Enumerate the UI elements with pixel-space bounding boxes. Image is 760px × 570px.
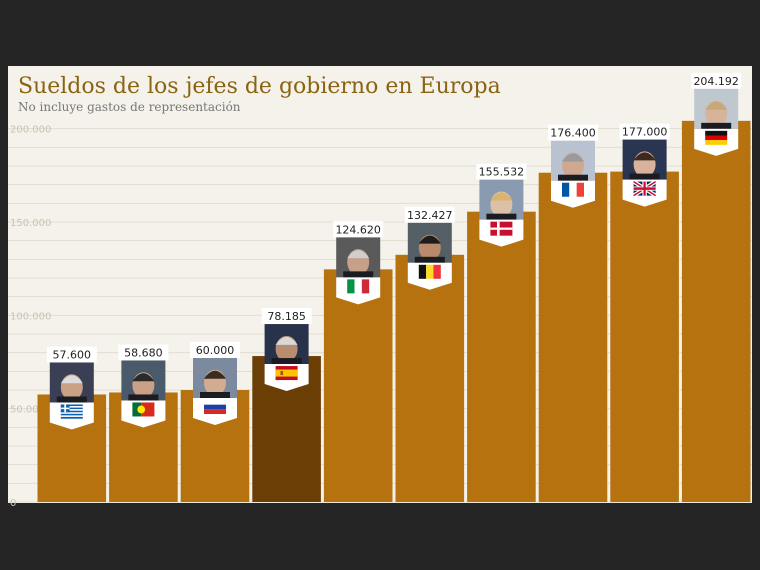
bar (610, 171, 679, 502)
y-axis-ticks: 0 50.000 100.000 150.000 200.000 (10, 125, 51, 509)
value-label-box (691, 72, 742, 89)
chart-subtitle: No incluye gastos de representación (18, 100, 241, 114)
value-label: 124.620 (335, 223, 381, 236)
value-label: 204.192 (693, 75, 739, 88)
value-label-box (619, 123, 670, 140)
portugal-flag-icon (132, 402, 155, 417)
bar (395, 254, 465, 502)
bar-group: 124.620 (323, 221, 393, 502)
germany-flag-icon (705, 130, 728, 145)
chart-title: Sueldos de los jefes de gobierno en Euro… (18, 74, 501, 99)
value-label-box (190, 342, 240, 358)
y-tick-label: 100.000 (10, 311, 51, 322)
italy-flag-icon (347, 279, 370, 294)
belgium-flag-icon (418, 264, 441, 279)
value-label: 57.600 (53, 348, 92, 361)
value-label-box (333, 221, 384, 238)
bar-group: 57.600 (37, 346, 107, 502)
bar (323, 269, 393, 502)
bars-layer: 57.600 58.680 60.000 78.185 124.620 132.427 15… (37, 72, 751, 503)
value-label-box (476, 163, 527, 180)
value-label: 58.680 (124, 346, 163, 359)
uk-flag-icon (632, 179, 657, 198)
bar (681, 120, 751, 502)
bar-group: 60.000 (180, 342, 250, 502)
value-label-box (404, 206, 455, 223)
value-label-box (261, 308, 312, 325)
bar-group: 177.000 (610, 123, 679, 502)
value-label-box (118, 344, 169, 361)
bar-group: 155.532 (467, 163, 536, 503)
value-label: 176.400 (550, 127, 596, 140)
bar (467, 211, 536, 503)
value-label: 60.000 (196, 344, 235, 357)
spain-flag-icon (275, 366, 298, 381)
greece-flag-icon (60, 404, 83, 419)
bar (538, 172, 608, 502)
value-label: 177.000 (622, 126, 668, 139)
denmark-flag-icon (490, 221, 513, 236)
bar-group: 58.680 (109, 344, 178, 502)
bar-group: 204.192 (681, 72, 751, 502)
france-flag-icon (562, 182, 584, 197)
value-label: 132.427 (407, 209, 453, 222)
value-label: 155.532 (479, 166, 525, 179)
russia-flag-icon (204, 400, 226, 414)
y-tick-label: 50.000 (10, 405, 45, 416)
value-label: 78.185 (267, 310, 306, 323)
y-tick-label: 0 (10, 498, 16, 509)
y-tick-label: 200.000 (10, 125, 51, 136)
value-label-box (46, 346, 97, 363)
bar-group: 132.427 (395, 206, 465, 502)
value-label-box (548, 124, 598, 141)
y-tick-label: 150.000 (10, 218, 51, 229)
bar-group: 176.400 (538, 124, 608, 502)
bar-group: 78.185 (252, 308, 321, 502)
